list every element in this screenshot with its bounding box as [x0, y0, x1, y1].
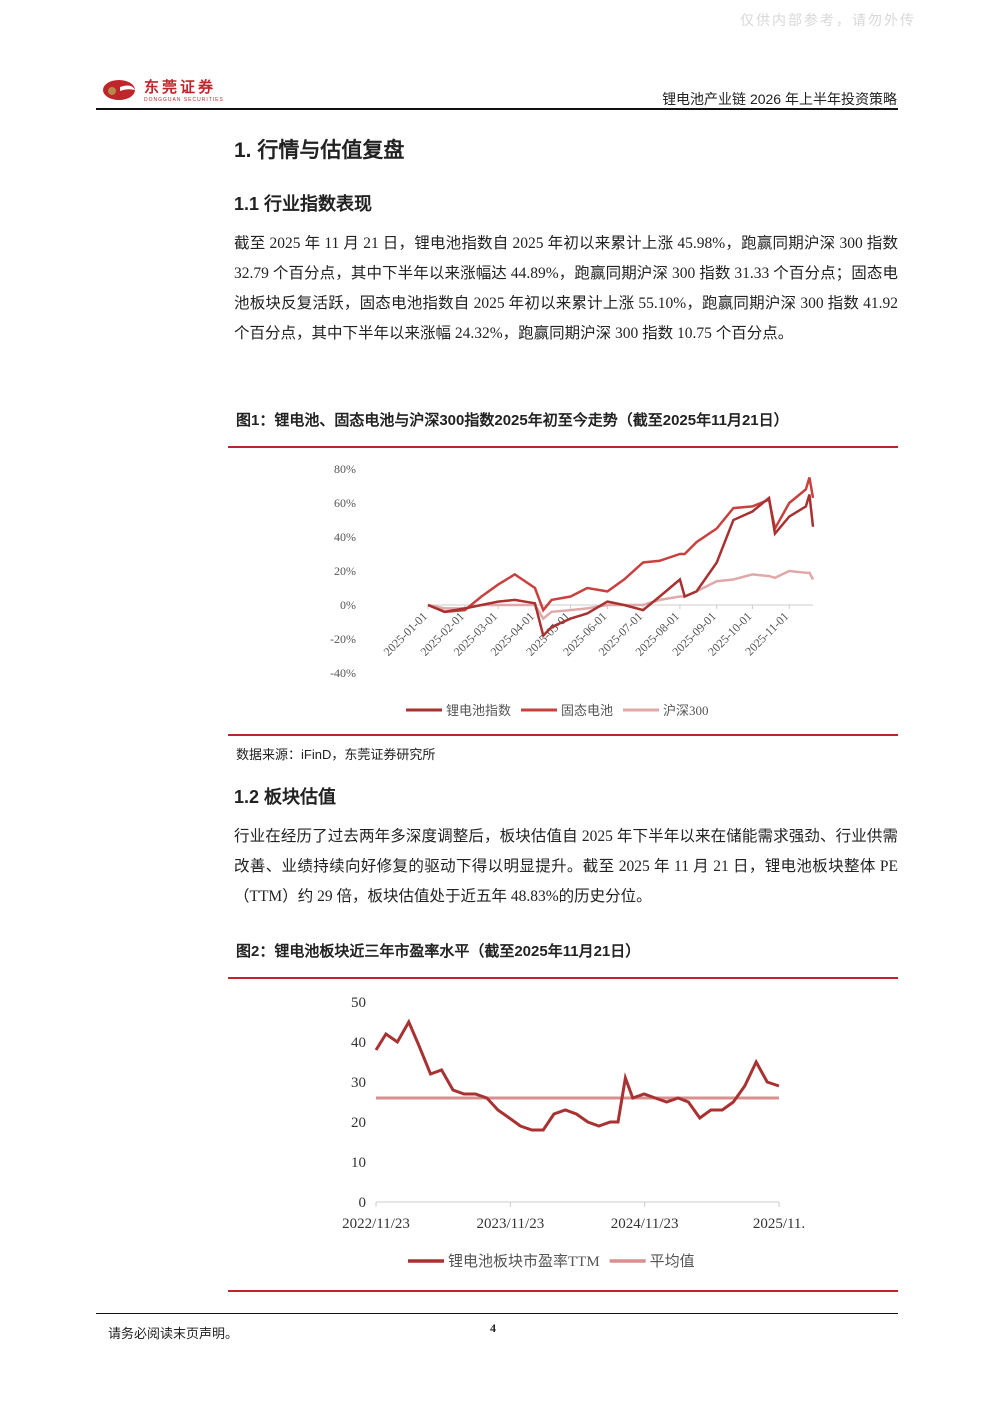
y-tick-label: 60%: [334, 496, 356, 510]
figure-bottom-rule: [228, 1290, 898, 1292]
watermark: 仅供内部参考，请勿外传: [740, 14, 916, 29]
series-line-锂电池指数: [427, 494, 815, 639]
series-line-固态电池: [427, 477, 815, 614]
data-source: 数据来源：iFinD，东莞证券研究所: [236, 747, 436, 762]
body-paragraph: 行业在经历了过去两年多深度调整后，板块估值自 2025 年下半年以来在储能需求强…: [234, 828, 898, 905]
legend-label: 沪深300: [663, 703, 709, 718]
legend-label: 固态电池: [561, 703, 613, 718]
report-title: 锂电池产业链 2026 年上半年投资策略: [662, 91, 897, 107]
x-tick-label: 2022/11/23: [342, 1216, 410, 1232]
logo-subtext: DONGGUAN SECURITIES: [144, 97, 224, 103]
pe-valuation-chart: 0 10 20 30 40 50 2022/11/23 2023/11/23 2024/11/2…: [342, 995, 805, 1270]
section-heading: 1. 行情与估值复盘: [234, 139, 405, 162]
footer-disclaimer: 请务必阅读末页声明。: [108, 1326, 239, 1341]
y-tick-label: 50: [351, 995, 366, 1011]
y-tick-label: 40%: [334, 530, 356, 544]
y-tick-label: 30: [351, 1075, 366, 1091]
x-tick-label: 2023/11/23: [476, 1216, 544, 1232]
pe-series-line: [374, 1018, 780, 1132]
y-tick-label: 0%: [340, 598, 356, 612]
figure-top-rule: [228, 446, 898, 448]
series-line-沪深300: [427, 569, 815, 621]
y-tick-label: -20%: [330, 632, 356, 646]
page-number: 4: [490, 1321, 496, 1335]
y-tick-label: 10: [351, 1155, 366, 1171]
figure-caption: 图1：锂电池、固态电池与沪深300指数2025年初至今走势（截至2025年11月…: [236, 412, 789, 429]
legend-label: 平均值: [650, 1253, 695, 1270]
legend-label: 锂电池指数: [446, 703, 511, 718]
logo-text: 东莞证券: [144, 80, 217, 96]
footer-divider: [96, 1313, 898, 1314]
figure-bottom-rule: [228, 734, 898, 736]
legend-label: 锂电池板块市盈率TTM: [448, 1252, 600, 1270]
logo-icon: [103, 79, 135, 100]
y-tick-label: 20%: [334, 564, 356, 578]
x-tick-label: 2024/11/23: [611, 1216, 679, 1232]
subsection-heading: 1.1 行业指数表现: [234, 194, 373, 214]
x-tick-label: 2025/11.: [753, 1216, 805, 1232]
subsection-heading: 1.2 板块估值: [234, 787, 337, 807]
figure-caption: 图2：锂电池板块近三年市盈率水平（截至2025年11月21日）: [236, 943, 641, 960]
body-paragraph: 截至 2025 年 11 月 21 日，锂电池指数自 2025 年初以来累计上涨…: [234, 235, 898, 342]
y-tick-label: 0: [359, 1195, 367, 1211]
header-divider: [96, 108, 898, 110]
y-tick-label: 80%: [334, 462, 356, 476]
y-tick-label: -40%: [330, 666, 356, 680]
figure-top-rule: [228, 977, 898, 979]
y-tick-label: 40: [351, 1035, 366, 1051]
y-tick-label: 20: [351, 1115, 366, 1131]
company-logo: 东莞证券 DONGGUAN SECURITIES: [102, 76, 224, 103]
index-performance-chart: 80%60%40%20%0%-20%-40%2025-01-012025-02-…: [330, 462, 815, 718]
